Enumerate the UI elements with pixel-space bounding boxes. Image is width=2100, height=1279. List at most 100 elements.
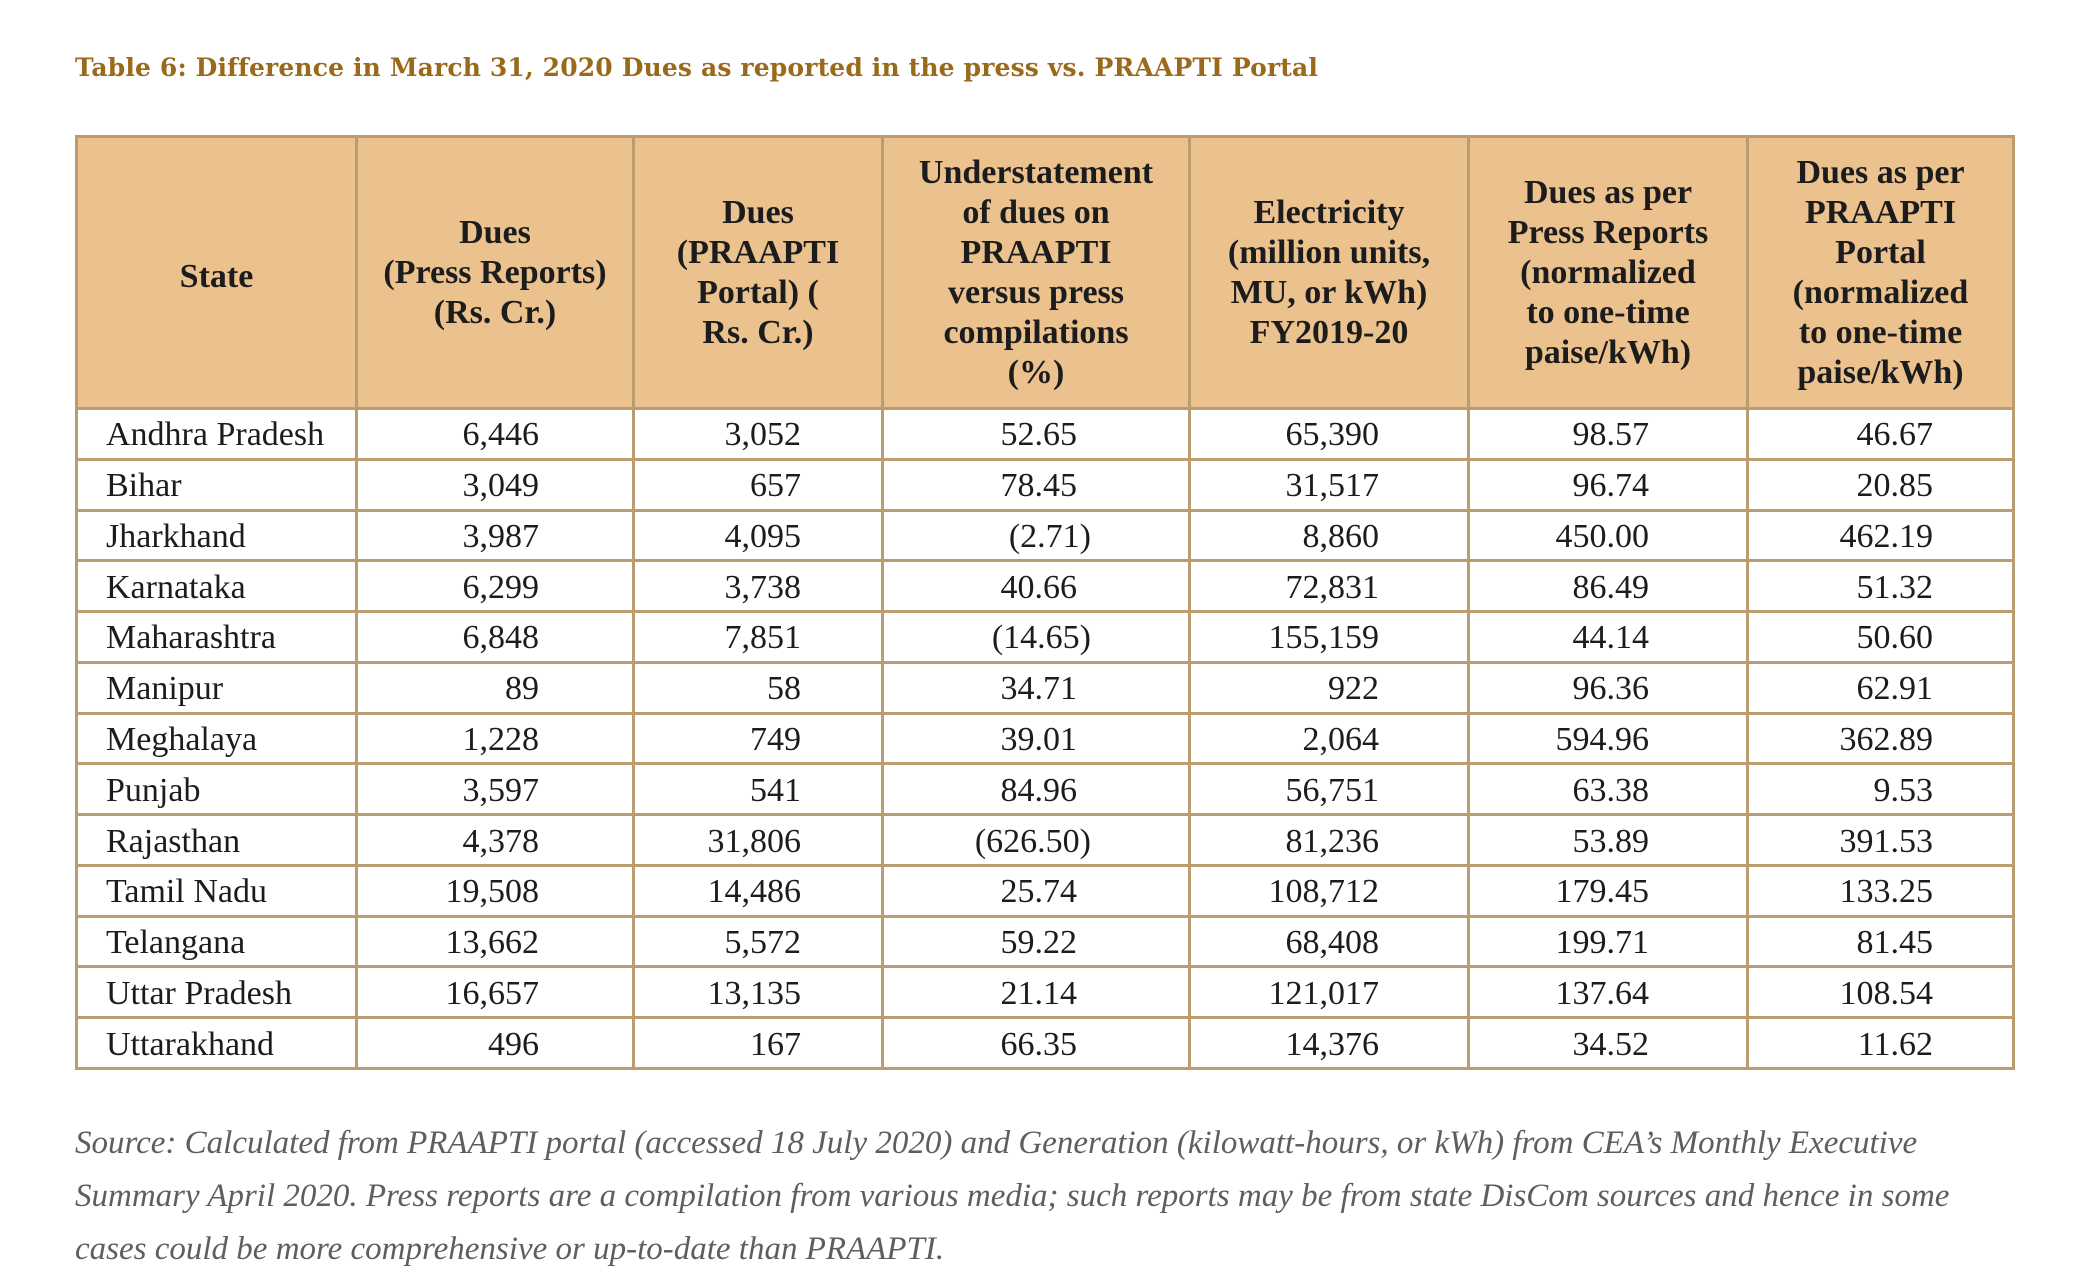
source-note: Source: Calculated from PRAAPTI portal (… [75, 1125, 1950, 1267]
table-row-tamil-nadu: Tamil Nadu 19,508 14,486 25.74 108,712 179.45… [75, 863, 2015, 918]
table-row-jharkhand: Jharkhand 3,987 4,095 (2.71) 8,860 450.00 462.… [75, 508, 2015, 563]
value-cell: 14,486 [632, 863, 884, 918]
state-cell: Andhra Pradesh [75, 407, 358, 461]
value-cell: 541 [632, 762, 884, 817]
value-cell: 25.74 [881, 863, 1191, 918]
value-cell: 44.14 [1467, 610, 1749, 664]
column-header-dues_praapti_normalized: Dues as per PRAAPTI Portal (normalized t… [1746, 135, 2015, 410]
value-cell: 108,712 [1188, 863, 1470, 918]
value-cell: 496 [355, 1016, 635, 1070]
value-cell: 657 [632, 457, 884, 512]
table-row-karnataka: Karnataka 6,299 3,738 40.66 72,831 86.49 51.32 [75, 559, 2015, 614]
table-body: Andhra Pradesh 6,446 3,052 52.65 65,390 98.57… [75, 407, 2015, 1070]
state-cell: Rajasthan [75, 813, 358, 867]
value-cell: 20.85 [1746, 457, 2015, 512]
value-cell: 86.49 [1467, 559, 1749, 614]
value-cell: 16,657 [355, 965, 635, 1020]
value-cell: 81.45 [1746, 914, 2015, 969]
value-cell: 749 [632, 711, 884, 766]
value-cell: (2.71) [881, 508, 1191, 563]
state-cell: Bihar [75, 457, 358, 512]
hanging-paren: ) [1079, 517, 1091, 555]
value-cell: 62.91 [1746, 660, 2015, 715]
column-header-dues_press_normalized: Dues as per Press Reports (normalized to… [1467, 135, 1749, 410]
value-cell: 594.96 [1467, 711, 1749, 766]
table-row-telangana: Telangana 13,662 5,572 59.22 68,408 199.71 81.… [75, 914, 2015, 969]
value-cell: 121,017 [1188, 965, 1470, 1020]
column-header-dues_press: Dues (Press Reports) (Rs. Cr.) [355, 135, 635, 410]
value-cell: 34.52 [1467, 1016, 1749, 1070]
table-row-manipur: Manipur 89 58 34.71 922 96.36 62.91 [75, 660, 2015, 715]
table-row-rajasthan: Rajasthan 4,378 31,806 (626.50) 81,236 53.89 3… [75, 813, 2015, 867]
value-cell: 31,806 [632, 813, 884, 867]
value-cell: 58 [632, 660, 884, 715]
table-row-meghalaya: Meghalaya 1,228 749 39.01 2,064 594.96 362.89 [75, 711, 2015, 766]
value-cell: 52.65 [881, 407, 1191, 461]
state-cell: Uttar Pradesh [75, 965, 358, 1020]
value-cell: 46.67 [1746, 407, 2015, 461]
state-cell: Karnataka [75, 559, 358, 614]
value-cell: 96.74 [1467, 457, 1749, 512]
value-cell: (626.50) [881, 813, 1191, 867]
value-cell: 63.38 [1467, 762, 1749, 817]
value-cell: 3,052 [632, 407, 884, 461]
hanging-paren: ) [1079, 822, 1091, 860]
value-cell: 362.89 [1746, 711, 2015, 766]
column-header-state: State [75, 135, 358, 410]
value-cell: 133.25 [1746, 863, 2015, 918]
value-cell: 3,597 [355, 762, 635, 817]
value-cell: 1,228 [355, 711, 635, 766]
value-cell: 2,064 [1188, 711, 1470, 766]
value-cell: 39.01 [881, 711, 1191, 766]
table-title: Table 6: Difference in March 31, 2020 Du… [75, 52, 1318, 82]
value-cell: 98.57 [1467, 407, 1749, 461]
value-cell: 53.89 [1467, 813, 1749, 867]
hanging-paren: ) [1079, 619, 1091, 657]
table-header: State Dues (Press Reports) (Rs. Cr.) Dues … [75, 135, 2015, 410]
value-cell: 3,738 [632, 559, 884, 614]
value-cell: 11.62 [1746, 1016, 2015, 1070]
value-cell: (14.65) [881, 610, 1191, 664]
value-cell: 3,987 [355, 508, 635, 563]
column-header-understatement_pct: Understatement of dues on PRAAPTI versus… [881, 135, 1191, 410]
value-cell: 108.54 [1746, 965, 2015, 1020]
state-cell: Telangana [75, 914, 358, 969]
value-cell: 8,860 [1188, 508, 1470, 563]
value-cell: 462.19 [1746, 508, 2015, 563]
value-cell: 6,848 [355, 610, 635, 664]
value-cell: 56,751 [1188, 762, 1470, 817]
state-cell: Maharashtra [75, 610, 358, 664]
value-cell: 68,408 [1188, 914, 1470, 969]
state-cell: Manipur [75, 660, 358, 715]
value-cell: 13,662 [355, 914, 635, 969]
value-cell: 59.22 [881, 914, 1191, 969]
state-cell: Jharkhand [75, 508, 358, 563]
table-row-bihar: Bihar 3,049 657 78.45 31,517 96.74 20.85 [75, 457, 2015, 512]
value-cell: 450.00 [1467, 508, 1749, 563]
table-row-punjab: Punjab 3,597 541 84.96 56,751 63.38 9.53 [75, 762, 2015, 817]
value-cell: 31,517 [1188, 457, 1470, 512]
value-cell: 14,376 [1188, 1016, 1470, 1070]
state-cell: Punjab [75, 762, 358, 817]
value-cell: 66.35 [881, 1016, 1191, 1070]
value-cell: 391.53 [1746, 813, 2015, 867]
value-cell: 6,446 [355, 407, 635, 461]
value-cell: 4,095 [632, 508, 884, 563]
value-cell: 13,135 [632, 965, 884, 1020]
value-cell: 81,236 [1188, 813, 1470, 867]
value-cell: 199.71 [1467, 914, 1749, 969]
state-cell: Tamil Nadu [75, 863, 358, 918]
table-row-maharashtra: Maharashtra 6,848 7,851 (14.65) 155,159 44.14… [75, 610, 2015, 664]
dues-comparison-table: State Dues (Press Reports) (Rs. Cr.) Dues … [75, 135, 2015, 1070]
value-cell: 5,572 [632, 914, 884, 969]
value-cell: 96.36 [1467, 660, 1749, 715]
value-cell: 78.45 [881, 457, 1191, 512]
table-header-row: State Dues (Press Reports) (Rs. Cr.) Dues … [75, 135, 2015, 410]
value-cell: 9.53 [1746, 762, 2015, 817]
value-cell: 922 [1188, 660, 1470, 715]
value-cell: 6,299 [355, 559, 635, 614]
value-cell: 3,049 [355, 457, 635, 512]
value-cell: 167 [632, 1016, 884, 1070]
column-header-dues_praapti: Dues (PRAAPTI Portal) ( Rs. Cr.) [632, 135, 884, 410]
table-row-uttarakhand: Uttarakhand 496 167 66.35 14,376 34.52 11.62 [75, 1016, 2015, 1070]
